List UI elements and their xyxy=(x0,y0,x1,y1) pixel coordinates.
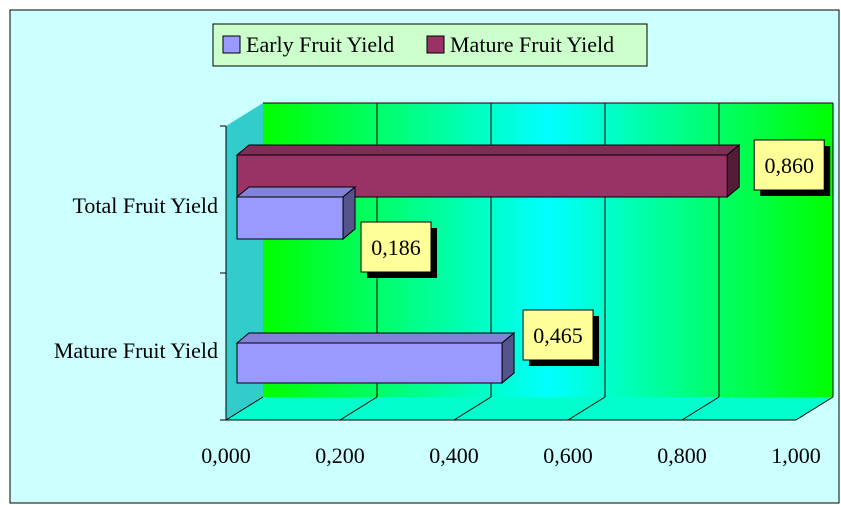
data-label-text: 0,860 xyxy=(764,153,814,178)
floor-gridline xyxy=(567,396,606,421)
data-label: 0,465 xyxy=(522,309,600,366)
x-tick-label: 0,600 xyxy=(543,443,593,468)
floor-gridline xyxy=(681,396,720,421)
floor-gridline xyxy=(339,396,378,421)
legend-label: Early Fruit Yield xyxy=(246,32,394,57)
category-axis xyxy=(220,125,227,421)
legend-swatch xyxy=(426,35,445,54)
category-labels: Mature Fruit Yield Total Fruit Yield xyxy=(54,193,218,363)
x-axis-tick-labels: 0,000 0,200 0,400 0,600 0,800 1,000 xyxy=(201,443,821,468)
x-tick-label: 0,800 xyxy=(657,443,707,468)
category-label: Total Fruit Yield xyxy=(72,193,218,218)
x-tick-label: 0,000 xyxy=(201,443,251,468)
bars xyxy=(235,143,741,385)
legend-label: Mature Fruit Yield xyxy=(450,32,614,57)
x-tick-label: 0,200 xyxy=(315,443,365,468)
floor-gridline xyxy=(225,396,264,421)
floor xyxy=(226,397,833,420)
legend: Early Fruit Yield Mature Fruit Yield xyxy=(212,23,648,67)
bar-mature-1 xyxy=(235,143,741,199)
category-label: Mature Fruit Yield xyxy=(54,338,218,363)
legend-swatch xyxy=(222,35,241,54)
floor-gridline xyxy=(795,396,834,421)
data-label: 0,860 xyxy=(753,139,831,196)
data-labels: 0,465 0,860 0,186 xyxy=(360,139,831,366)
data-label-text: 0,186 xyxy=(371,235,421,260)
bar-early-1 xyxy=(235,185,357,241)
bar-early-0 xyxy=(235,331,516,385)
x-tick-label: 0,400 xyxy=(429,443,479,468)
floor-gridline xyxy=(453,396,492,421)
x-tick-label: 1,000 xyxy=(771,443,821,468)
data-label: 0,186 xyxy=(360,221,438,278)
data-label-text: 0,465 xyxy=(533,323,583,348)
